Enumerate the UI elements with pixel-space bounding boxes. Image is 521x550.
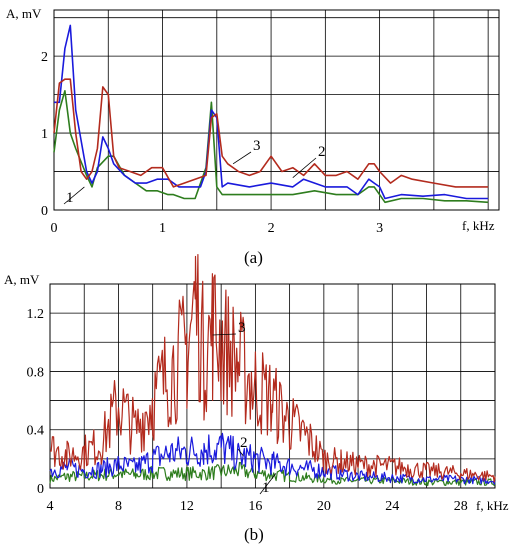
curve-leader-1 (63, 186, 85, 205)
curve-label-2: 2 (318, 144, 326, 160)
curve-label-1: 1 (262, 480, 270, 496)
y-tick-label: 0.8 (27, 365, 45, 380)
x-tick-label: 16 (248, 499, 262, 514)
x-axis-label-b: f, kHz (476, 498, 509, 513)
plot-frame-b (49, 283, 496, 489)
x-tick-label: 20 (317, 499, 331, 514)
grid-a (54, 10, 499, 210)
x-tick-label: 12 (180, 499, 194, 514)
curve-labels-b: 3 2 1 (212, 320, 277, 496)
x-tick-label: 2 (268, 221, 275, 236)
panel-label-b: (b) (244, 525, 264, 544)
y-tick-label: 0.4 (27, 424, 45, 439)
x-tick-label: 0 (51, 221, 58, 236)
plot-frame-a (53, 9, 500, 211)
series-line-2 (49, 432, 496, 485)
curve-leader-1 (259, 473, 277, 495)
x-tick-label: 28 (454, 499, 468, 514)
series-group-a (53, 24, 489, 204)
x-tick-label: 1 (159, 221, 166, 236)
panel-label-a: (a) (244, 248, 263, 267)
series-line-3 (53, 78, 489, 188)
curve-labels-a: 3 2 1 (63, 138, 326, 206)
x-axis-label-a: f, kHz (462, 218, 495, 233)
curve-label-3: 3 (253, 138, 261, 154)
curve-leader-2 (292, 157, 317, 178)
y-axis-label-a: A, mV (6, 6, 42, 21)
x-tick-label: 3 (376, 221, 383, 236)
curve-label-1: 1 (66, 190, 74, 206)
curve-label-2: 2 (240, 435, 248, 451)
series-line-3 (49, 254, 496, 483)
series-group-b (49, 254, 496, 487)
x-tick-label: 8 (115, 499, 122, 514)
y-tick-label: 0 (41, 204, 48, 219)
y-axis-label-b: A, mV (4, 272, 40, 287)
y-tick-label: 1 (41, 127, 48, 142)
y-tick-label: 0 (37, 482, 44, 497)
curve-leader-3 (212, 333, 237, 336)
curve-label-3: 3 (238, 320, 246, 336)
x-tick-label: 24 (385, 499, 399, 514)
x-tick-label: 4 (47, 499, 54, 514)
curve-leader-2 (237, 448, 244, 457)
y-tick-label: 2 (41, 50, 48, 65)
y-tick-label: 1.2 (27, 307, 45, 322)
curve-leader-3 (232, 151, 252, 165)
